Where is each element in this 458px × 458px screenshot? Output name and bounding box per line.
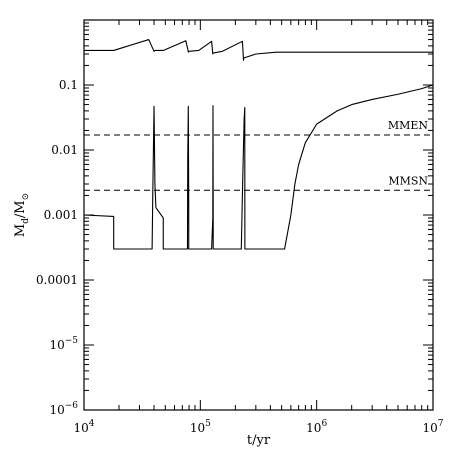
y-tick-label: 0.0001 [36, 273, 78, 287]
series-line-1 [84, 39, 433, 61]
plot-layer: MMEN MMSN [83, 39, 434, 250]
y-tick-label: 10−6 [49, 401, 78, 417]
reference-line-label: MMEN [388, 119, 429, 132]
y-tick-label: 0.1 [59, 78, 78, 92]
reference-line-label: MMSN [388, 174, 428, 187]
x-tick-label: 104 [73, 419, 94, 435]
y-tick-label: 0.01 [51, 143, 78, 157]
y-axis-title: Md/M⊙ [13, 193, 31, 237]
y-tick-label: 0.001 [44, 208, 78, 222]
y-axis-title-text: Md/M⊙ [13, 193, 31, 237]
x-tick-label: 106 [306, 419, 327, 435]
y-tick-label: 10−5 [49, 336, 78, 352]
tick-layer: 104 105 106 107 10−6 10−5 0.0001 0.001 0.01 0.1 [36, 20, 444, 435]
plot-frame [83, 19, 434, 411]
x-axis-title: t/yr [247, 433, 271, 448]
series-line-2 [83, 84, 434, 250]
x-tick-label: 107 [422, 419, 443, 435]
x-tick-label: 105 [190, 419, 211, 435]
